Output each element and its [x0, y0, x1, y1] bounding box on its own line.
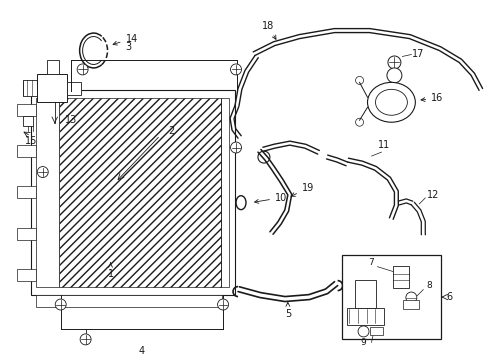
Text: 19: 19 [290, 183, 313, 196]
Bar [23, 116, 33, 126]
Circle shape [230, 64, 241, 75]
Text: 10: 10 [254, 193, 286, 203]
Circle shape [230, 142, 241, 153]
Text: 8: 8 [426, 280, 431, 289]
Bar [47, 60, 59, 75]
Text: 2: 2 [168, 126, 174, 136]
Bar [17, 104, 36, 116]
Circle shape [355, 76, 363, 84]
Circle shape [258, 151, 269, 163]
Circle shape [55, 299, 66, 310]
Bar [31, 90, 235, 294]
Circle shape [405, 292, 416, 303]
Text: 14: 14 [113, 33, 138, 45]
Text: 18: 18 [261, 21, 275, 39]
Circle shape [217, 299, 228, 310]
Text: 5: 5 [284, 302, 290, 319]
Bar [393, 266, 408, 288]
Bar [341, 255, 440, 339]
Bar [66, 82, 81, 95]
Text: 6: 6 [445, 292, 451, 302]
Text: 15: 15 [24, 136, 37, 146]
Text: 4: 4 [139, 346, 144, 356]
Circle shape [386, 68, 401, 83]
Text: 16: 16 [420, 93, 443, 103]
Text: 12: 12 [427, 190, 439, 200]
Text: 9: 9 [360, 338, 366, 347]
Bar [17, 145, 36, 157]
Bar [221, 98, 228, 287]
Text: 3: 3 [125, 42, 131, 53]
Bar [17, 269, 36, 280]
Ellipse shape [375, 89, 407, 115]
Text: 1: 1 [107, 263, 113, 279]
Ellipse shape [367, 82, 414, 122]
Circle shape [80, 334, 91, 345]
Bar [354, 280, 376, 307]
Text: 17: 17 [411, 49, 424, 59]
Circle shape [355, 118, 363, 126]
Circle shape [357, 326, 368, 337]
Bar [369, 328, 383, 336]
Circle shape [77, 64, 88, 75]
Bar [59, 98, 221, 287]
Bar [36, 294, 222, 306]
Circle shape [37, 167, 48, 177]
Bar [17, 228, 36, 239]
Bar [23, 80, 37, 96]
Circle shape [387, 56, 400, 69]
Bar [36, 98, 59, 287]
Bar [17, 186, 36, 198]
Text: 7: 7 [368, 258, 374, 267]
Bar [346, 307, 384, 325]
Bar [403, 300, 419, 310]
Bar [37, 75, 66, 102]
Text: 11: 11 [378, 140, 390, 150]
Text: 13: 13 [64, 115, 77, 125]
